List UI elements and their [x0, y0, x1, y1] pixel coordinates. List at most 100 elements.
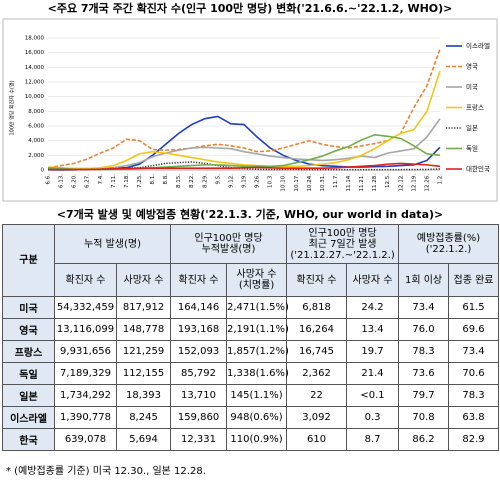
x-tick-label: 6.13.: [59, 174, 65, 188]
x-tick-label: 7.11.: [111, 174, 117, 188]
table-row: 구분 누적 발생(명) 인구100만 명당 누적발생(명) 인구100만 명당 최근 …: [2, 224, 500, 297]
table-row: 미국 54,332,459 817,912 164,146 2,471(1.5%) 6,8…: [2, 296, 500, 319]
header-cell: 확진자 수: [286, 263, 348, 297]
x-tick-label: 10.17.: [294, 174, 300, 192]
x-tick-label: 6.27.: [85, 174, 91, 188]
table-cell: 1,857(1.2%): [226, 340, 289, 363]
table-cell: 78.3: [448, 384, 500, 407]
table-cell: 19.7: [346, 340, 400, 363]
header-cell: 사망자 수: [115, 263, 172, 297]
chart-frame: [2, 18, 498, 202]
x-tick-label: 10.31.: [320, 174, 326, 192]
table-cell: 145(1.1%): [226, 384, 288, 407]
table-cell: 148,778: [115, 318, 172, 341]
table-cell: 1,338(1.6%): [226, 362, 289, 385]
table-cell: 817,912: [115, 296, 172, 319]
table-cell: 73.4: [448, 340, 500, 363]
table-cell: 2,471(1.5%): [226, 296, 289, 319]
legend-label: 영국: [466, 62, 478, 71]
row-header: 영국: [2, 318, 55, 341]
table-row: 영국 13,116,099 148,778 193,168 2,191(1.1%) 16,…: [2, 318, 500, 341]
header-cell: 접종 완료: [448, 263, 500, 297]
x-tick-label: 11.7.: [333, 174, 339, 188]
legend-label: 프랑스: [466, 104, 484, 112]
table-cell: 73.4: [398, 296, 450, 319]
y-axis-label: 100만 명당 확진자 수(명): [9, 80, 16, 135]
x-tick-label: 8.8.: [163, 174, 169, 185]
y-tick-label: 16,000: [25, 50, 45, 56]
table-cell: 1,734,292: [54, 384, 117, 407]
row-header: 이스라엘: [2, 406, 55, 429]
header-cell: 사망자 수 (치명률): [226, 263, 288, 297]
table-cell: 2,191(1.1%): [226, 318, 289, 341]
x-tick-label: 6.20.: [72, 174, 78, 188]
legend-label: 독일: [466, 144, 478, 153]
table-cell: 6,818: [286, 296, 348, 319]
table-row: 일본 1,734,292 18,393 13,710 145(1.1%) 22 <0.1 79…: [2, 384, 500, 407]
y-tick-label: 0: [41, 168, 45, 174]
y-tick-label: 12,000: [25, 80, 45, 86]
y-tick-label: 6,000: [28, 124, 44, 130]
header-cell: 확진자 수: [170, 263, 228, 297]
table-cell: 3,092: [286, 406, 348, 429]
x-tick-label: 12.26.: [424, 174, 430, 192]
table-cell: 152,093: [170, 340, 228, 363]
table-row: 독일 7,189,329 112,155 85,792 1,338(1.6%) 2,362…: [2, 362, 500, 385]
x-tick-label: 10.3.: [268, 174, 274, 188]
table-cell: 61.5: [448, 296, 500, 319]
y-tick-label: 14,000: [25, 65, 45, 71]
series-line: [47, 115, 441, 171]
y-tick-label: 4,000: [28, 138, 44, 144]
series-line: [47, 70, 441, 170]
row-header: 독일: [2, 362, 55, 385]
table-cell: 0.3: [346, 406, 400, 429]
x-tick-label: 10.24.: [307, 174, 313, 192]
header-cell: 누적 발생(명): [53, 224, 172, 264]
legend-label: 미국: [466, 82, 478, 91]
table: 구분 누적 발생(명) 인구100만 명당 누적발생(명) 인구100만 명당 최근 …: [2, 224, 500, 451]
table-cell: 164,146: [170, 296, 228, 319]
table-cell: 76.0: [398, 318, 450, 341]
header-cell: 인구100만 명당 누적발생(명): [170, 224, 288, 264]
table-cell: 12,331: [170, 428, 228, 451]
table-cell: 110(0.9%): [226, 428, 288, 451]
header-cell: 예방접종률(%) ('22.1.2.): [398, 224, 500, 264]
table-cell: 69.6: [448, 318, 500, 341]
x-tick-label: 12.19.: [411, 174, 417, 192]
table-row: 한국 639,078 5,694 12,331 110(0.9%) 610 8.7 86.2 8…: [2, 428, 500, 451]
series-line: [48, 162, 441, 171]
table-cell: 9,931,656: [54, 340, 117, 363]
table-cell: 82.9: [448, 428, 500, 451]
y-tick-label: 18,000: [25, 36, 45, 42]
table-cell: 16,745: [286, 340, 348, 363]
legend-label: 이스라엘: [466, 41, 490, 50]
x-tick-label: 9.19.: [242, 174, 248, 188]
table-cell: 73.6: [398, 362, 450, 385]
table-title: <7개국 발생 및 예방접종 현황('22.1.3. 기준, WHO, our …: [56, 208, 444, 221]
x-tick-label: 10.10.: [281, 174, 287, 192]
legend-label: 대한민국: [466, 164, 490, 173]
x-tick-label: 1.2.: [438, 174, 444, 185]
x-tick-label: 11.14.: [346, 174, 352, 192]
x-tick-label: 7.25.: [137, 174, 143, 188]
header-cell: 사망자 수: [346, 263, 400, 297]
table-cell: 193,168: [170, 318, 228, 341]
table-cell: 7,189,329: [54, 362, 117, 385]
table-cell: 610: [286, 428, 348, 451]
table-cell: 159,860: [170, 406, 228, 429]
table-cell: 18,393: [115, 384, 172, 407]
x-tick-label: 7.4.: [98, 174, 104, 185]
table-cell: 85,792: [170, 362, 228, 385]
legend-label: 일본: [466, 123, 478, 132]
table-row: 프랑스 9,931,656 121,259 152,093 1,857(1.2%) 16,…: [2, 340, 500, 363]
table-cell: 63.8: [448, 406, 500, 429]
header-cell: 구분: [2, 224, 55, 297]
table-cell: 8,245: [115, 406, 172, 429]
table-cell: 948(0.6%): [226, 406, 288, 429]
table-cell: 1,390,778: [54, 406, 117, 429]
table-row: 확진자 수 사망자 수 확진자 수 사망자 수 (치명률) 확진자 수 사망자 수 1회 이…: [3, 263, 500, 297]
table-cell: <0.1: [346, 384, 400, 407]
table-cell: 22: [286, 384, 348, 407]
table-cell: 8.7: [346, 428, 400, 451]
table-cell: 112,155: [115, 362, 172, 385]
